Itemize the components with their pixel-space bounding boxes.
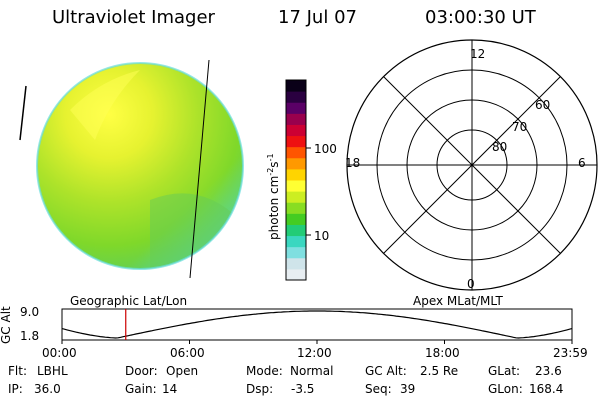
status-flt-label: Flt: (8, 364, 27, 378)
colorbar (286, 80, 306, 281)
status-seq-label: Seq: (365, 382, 392, 396)
status-flt-value: LBHL (37, 364, 68, 378)
mlat-label-60: 60 (535, 98, 551, 112)
xtick-2359: 23:59 (553, 346, 588, 360)
mlt-label-0: 0 (467, 277, 475, 291)
mlat-label-70: 70 (512, 120, 528, 134)
status-glon-value: 168.4 (529, 382, 564, 396)
xtick-0000: 00:00 (42, 346, 77, 360)
colorbar-segment (286, 157, 306, 170)
xtick-0600: 06:00 (170, 346, 205, 360)
status-glat-value: 23.6 (535, 364, 562, 378)
colorbar-segment (286, 180, 306, 192)
status-seq-value: 39 (400, 382, 416, 396)
instrument-title: Ultraviolet Imager (52, 7, 215, 28)
unit-main: photon cm (267, 175, 281, 240)
status-door-value: Open (166, 364, 199, 378)
terminator-line (189, 59, 210, 279)
status-mode-label: Mode: (246, 364, 283, 378)
colorbar-segment (286, 257, 306, 270)
status-dsp-label: Dsp: (246, 382, 274, 396)
colorbar-segment (286, 135, 306, 148)
mlt-label-18: 18 (345, 156, 361, 170)
unit-mid: s (267, 161, 281, 168)
mlt-label-6: 6 (578, 156, 586, 170)
unit-exp2: -1 (266, 153, 275, 162)
colorbar-segment (286, 224, 306, 237)
status-glon-label: GLon: (488, 382, 523, 396)
altitude-ylabel: GC Alt (0, 306, 13, 344)
apex-caption: Apex MLat/MLT (413, 294, 503, 308)
uv-disc-image (36, 62, 244, 270)
colorbar-frame (285, 79, 307, 281)
colorbar-segment (286, 213, 306, 225)
colorbar-segment (286, 246, 306, 259)
status-door-label: Door: (125, 364, 158, 378)
status-mode-value: Normal (290, 364, 334, 378)
altitude-ytick-min: 1.8 (20, 329, 40, 343)
limb-mark (19, 85, 27, 141)
colorbar-segment (286, 124, 306, 137)
colorbar-segment (286, 80, 306, 92)
colorbar-tick-10: 10 (314, 229, 330, 243)
colorbar-segment (286, 235, 306, 248)
altitude-curve (61, 310, 573, 339)
colorbar-segment (286, 146, 306, 159)
geographic-caption: Geographic Lat/Lon (70, 294, 188, 308)
status-gcalt-label: GC Alt: (365, 364, 407, 378)
status-ip-value: 36.0 (34, 382, 61, 396)
xtick-1800: 18:00 (425, 346, 460, 360)
colorbar-segment (286, 168, 306, 181)
colorbar-segment (286, 191, 306, 203)
status-ip-label: IP: (8, 382, 23, 396)
status-gain-label: Gain: (125, 382, 157, 396)
altitude-ytick-max: 9.0 (20, 305, 40, 319)
status-gain-value: 14 (162, 382, 178, 396)
altitude-plot (61, 308, 573, 344)
status-glat-label: GLat: (488, 364, 521, 378)
mlt-label-12: 12 (470, 47, 486, 61)
date-label: 17 Jul 07 (278, 7, 357, 28)
status-gcalt-value: 2.5 Re (420, 364, 459, 378)
colorbar-segment (286, 268, 306, 281)
colorbar-segment (286, 113, 306, 125)
status-dsp-value: -3.5 (291, 382, 315, 396)
xtick-1200: 12:00 (297, 346, 332, 360)
mlat-label-80: 80 (492, 140, 508, 154)
colorbar-segment (286, 91, 306, 103)
colorbar-unit-label: photon cm-2s-1 (266, 153, 281, 240)
colorbar-segment (286, 202, 306, 214)
polar-plot (346, 39, 598, 291)
colorbar-tick-100: 100 (314, 142, 337, 156)
unit-exp1: -2 (266, 167, 275, 176)
time-label: 03:00:30 UT (425, 7, 536, 28)
colorbar-segment (286, 102, 306, 114)
colorbar-ticks (306, 147, 311, 236)
